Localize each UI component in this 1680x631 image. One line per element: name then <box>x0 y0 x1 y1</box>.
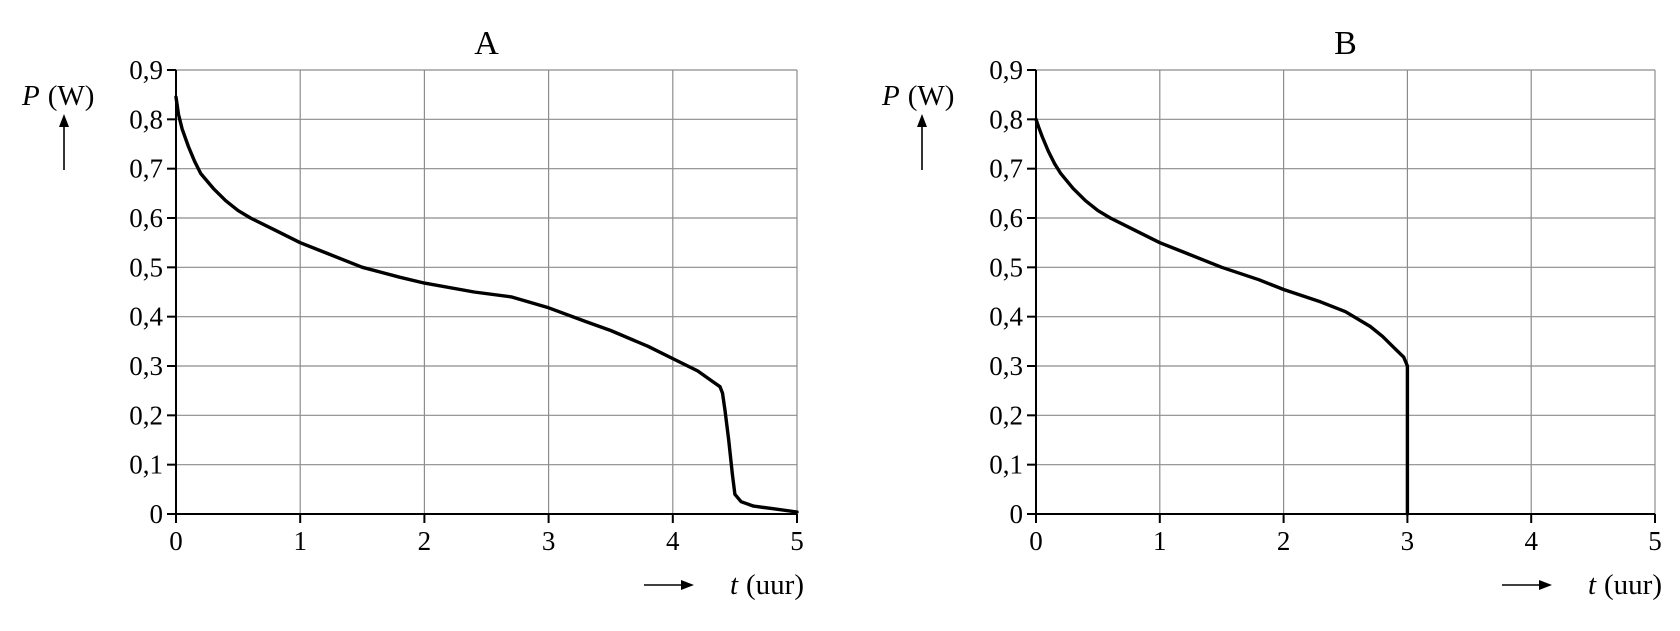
y-tick-label: 0,3 <box>989 351 1023 381</box>
x-axis-unit: (uur) <box>746 569 804 601</box>
y-axis-var: P <box>21 80 40 112</box>
x-axis-var: t <box>1588 569 1597 601</box>
chart-b: 0 1 2 3 4 5 0 0,1 0,2 0,3 0,4 0,5 0,6 0,7 0,8 0,9 B P (W) t… <box>881 25 1662 601</box>
x-tick-label: 2 <box>418 526 432 556</box>
grid-b <box>1036 69 1656 514</box>
series-line-b <box>1034 117 1410 516</box>
x-tick-label: 4 <box>1524 526 1538 556</box>
y-axis-unit: (W) <box>908 80 955 112</box>
y-tick-label: 0,4 <box>989 302 1023 332</box>
x-axis-arrow-icon <box>1539 580 1552 590</box>
y-tick-label: 0,5 <box>129 252 163 282</box>
x-tick-label: 5 <box>790 526 804 556</box>
x-tick-label: 0 <box>169 526 183 556</box>
y-tick-label: 0,8 <box>129 104 163 134</box>
x-axis-label: t (uur) <box>1588 569 1662 601</box>
y-tick-label: 0,1 <box>989 450 1023 480</box>
y-tick-label: 0,2 <box>989 400 1023 430</box>
y-tick-label: 0,2 <box>129 400 163 430</box>
chart-a: 0 1 2 3 4 5 0 0,1 0,2 0,3 0,4 0,5 0,6 0,7 0,8 0,9 A P (W) t… <box>21 25 804 601</box>
y-tick-label: 0,4 <box>129 302 163 332</box>
y-axis-label: P (W) <box>881 80 954 112</box>
y-axis-unit: (W) <box>48 80 95 112</box>
y-tick-label: 0,7 <box>989 154 1023 184</box>
x-tick-label: 5 <box>1648 526 1662 556</box>
y-axis-label: P (W) <box>21 80 94 112</box>
x-tick-label: 0 <box>1029 526 1043 556</box>
x-axis-arrow-icon <box>681 580 694 590</box>
y-tick-label: 0,7 <box>129 154 163 184</box>
y-tick-label: 0,9 <box>129 55 163 85</box>
x-tick-label: 4 <box>666 526 680 556</box>
y-tick-label: 0,1 <box>129 450 163 480</box>
x-tick-label: 2 <box>1277 526 1291 556</box>
x-tick-label: 3 <box>542 526 556 556</box>
y-axis-var: P <box>881 80 900 112</box>
y-tick-label: 0,5 <box>989 252 1023 282</box>
x-tick-label: 1 <box>1153 526 1167 556</box>
chart-title-a: A <box>474 25 499 62</box>
series-line-a <box>174 95 799 514</box>
y-axis-arrow-icon <box>59 114 69 127</box>
x-axis-label: t (uur) <box>730 569 804 601</box>
x-axis-var: t <box>730 569 739 601</box>
y-tick-label: 0,9 <box>989 55 1023 85</box>
grid-a <box>176 69 798 514</box>
x-tick-label: 3 <box>1401 526 1415 556</box>
y-axis-arrow-icon <box>917 114 927 127</box>
y-tick-label: 0 <box>150 499 164 529</box>
y-tick-label: 0,8 <box>989 104 1023 134</box>
y-tick-label: 0,6 <box>989 203 1023 233</box>
y-tick-label: 0,6 <box>129 203 163 233</box>
x-tick-label: 1 <box>293 526 307 556</box>
y-tick-label: 0,3 <box>129 351 163 381</box>
x-axis-unit: (uur) <box>1604 569 1662 601</box>
chart-title-b: B <box>1334 25 1357 62</box>
y-tick-label: 0 <box>1010 499 1024 529</box>
